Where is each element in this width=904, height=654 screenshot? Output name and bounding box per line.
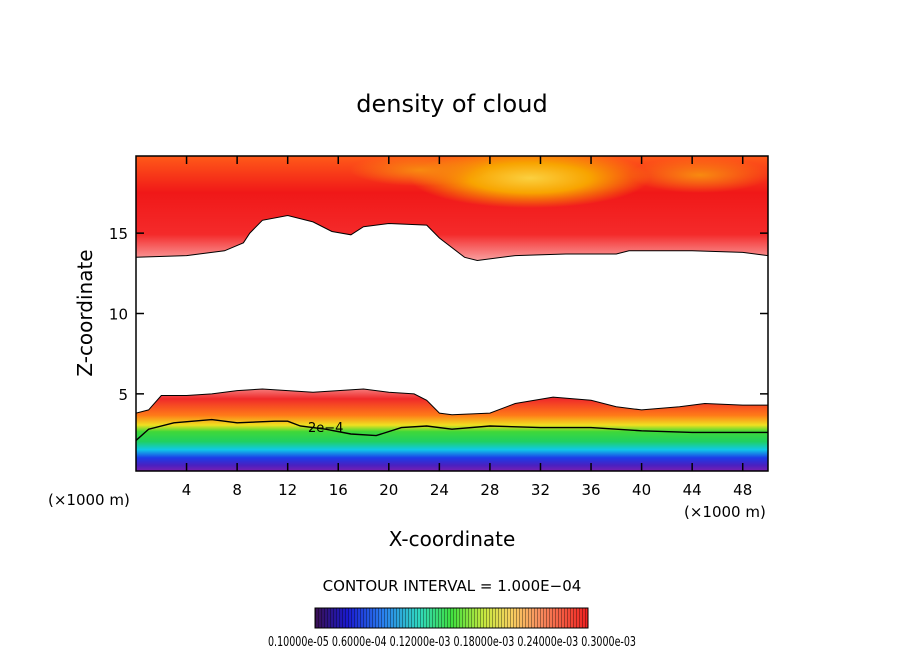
x-tick-label: 32 [531,481,550,499]
x-tick-label: 28 [480,481,499,499]
upper-orange-region-left [350,156,490,186]
x-axis: 4 8 12 16 20 24 28 32 36 40 44 48 [182,156,752,499]
contour-interval-text: CONTOUR INTERVAL = 1.000E−04 [323,577,582,595]
y-tick-label: 15 [109,225,128,243]
x-tick-label: 20 [379,481,398,499]
x-unit-right: (×1000 m) [684,503,766,521]
upper-cloud-contour [136,214,768,262]
lower-cloud-band [136,389,768,471]
y-tick-label: 5 [118,386,128,404]
colorbar [314,607,589,629]
y-axis: 5 10 15 [109,225,768,404]
y-tick-label: 10 [109,306,128,324]
x-tick-label: 16 [329,481,348,499]
y-axis-label: Z-coordinate [73,249,97,376]
x-tick-label: 48 [733,481,752,499]
x-tick-label: 4 [182,481,192,499]
x-tick-label: 8 [232,481,242,499]
contour-label: 2e−4 [308,421,343,436]
colorbar-labels: 0.10000e-05 0.6000e-04 0.12000e-03 0.180… [268,635,636,650]
chart-title: density of cloud [356,90,547,118]
lower-cloud-contour [136,388,768,416]
x-tick-label: 40 [632,481,651,499]
x-tick-label: 44 [683,481,702,499]
x-tick-label: 36 [581,481,600,499]
upper-orange-region-right [630,157,768,193]
plot-area: 2e−4 [136,156,768,471]
x-tick-label: 24 [430,481,449,499]
x-tick-label: 12 [278,481,297,499]
x-unit-left: (×1000 m) [48,491,130,509]
x-axis-label: X-coordinate [389,527,516,551]
contour-2e-4 [136,418,768,442]
